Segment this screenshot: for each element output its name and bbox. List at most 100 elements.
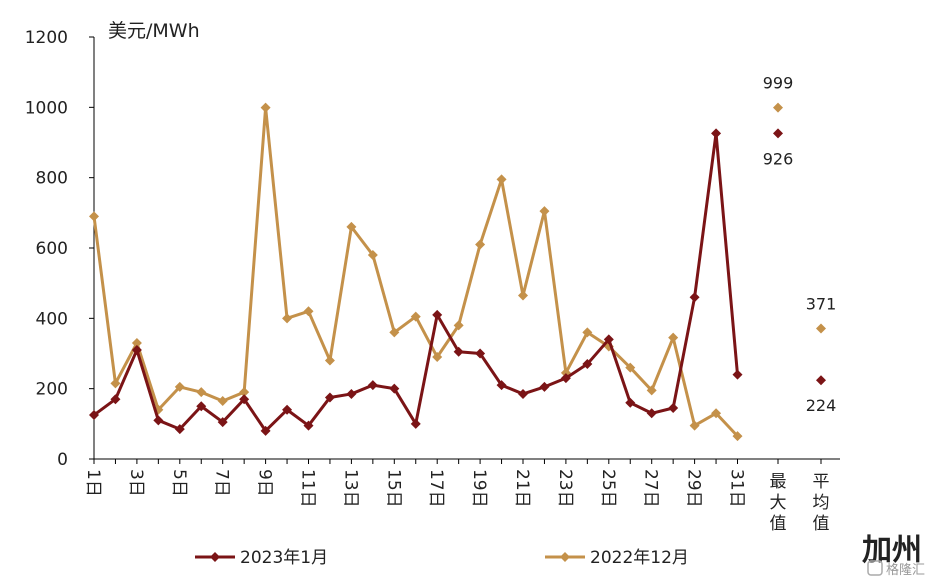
y-tick-label: 0 [57,450,68,470]
data-point-marker [410,311,421,322]
data-point-marker [689,420,700,431]
region-label: 加州 [862,533,922,568]
data-point-marker [732,431,743,442]
data-point-marker [410,418,421,429]
data-point-marker [582,327,593,338]
data-point-marker [603,334,614,345]
x-axis: 1日 3日 5日 7日 9日 11日 13日 15日 17日 19日 21日 23日 25日 27日 29日… [83,458,840,534]
series-line-0 [93,131,739,433]
summary-markers: 926 224 999 371 [763,74,837,416]
data-point-marker [625,362,636,373]
x-tick-label: 最大值 [770,472,787,534]
data-point-marker [131,337,142,348]
data-point-marker [367,380,378,391]
y-axis: 0 200 400 600 800 1000 1200 [25,28,95,470]
max-value-label-1: 999 [763,74,794,93]
watermark-text: 格隆汇 [886,562,925,578]
y-tick-label: 800 [36,169,68,189]
data-point-marker [668,332,679,343]
x-tick-label: 19日 [469,469,489,508]
data-point-marker [475,239,486,250]
data-point-marker [239,387,250,398]
data-point-marker [453,346,464,357]
data-point-marker [539,381,550,392]
x-tick-label: 13日 [340,469,360,508]
data-point-marker [89,211,99,222]
y-tick-label: 600 [36,239,68,259]
data-point-marker [496,174,507,185]
data-point-marker [196,401,207,412]
avg-value-label-0: 224 [806,396,837,415]
data-point-marker [324,355,335,366]
data-point-marker [668,403,679,414]
watermark-logo-icon [867,560,883,576]
data-point-marker [153,415,164,426]
data-point-marker [389,327,400,338]
data-point-marker [303,420,314,431]
data-point-marker [646,408,657,419]
data-point-marker [582,359,593,370]
x-tick-label: 3日 [126,469,146,497]
x-tick-label: 15日 [383,469,403,508]
legend-swatch-marker [210,552,220,562]
y-tick-label: 200 [36,380,68,400]
legend-swatch-marker [560,552,570,562]
data-point-marker [432,352,443,363]
y-tick-label: 400 [36,309,68,329]
data-point-marker [711,128,722,139]
data-point-marker [367,250,378,261]
data-point-marker [282,313,293,324]
x-tick-label: 5日 [169,469,189,497]
data-point-marker [282,404,293,415]
data-point-marker [196,387,207,398]
avg-marker-0 [816,375,826,386]
data-point-marker [625,397,636,408]
data-point-marker [646,385,657,396]
watermark: 格隆汇 [867,560,925,578]
data-point-marker [217,395,228,406]
data-point-marker [260,425,271,436]
legend: 2023年1月 2022年12月 [195,548,689,568]
data-point-marker [346,388,357,399]
x-tick-label: 9日 [255,469,275,497]
data-point-marker [260,102,271,113]
x-tick-label: 27日 [641,469,661,508]
x-tick-label: 29日 [684,469,704,508]
max-marker-1 [773,102,783,113]
data-point-marker [324,392,335,403]
data-point-marker [110,378,121,389]
x-tick-label: 11日 [298,469,318,508]
data-point-marker [732,369,743,380]
data-point-marker [518,388,528,399]
data-point-marker [239,394,250,405]
data-point-marker [453,320,464,331]
data-point-marker [518,290,528,301]
data-point-marker [174,381,185,392]
data-point-marker [689,292,700,303]
x-tick-label: 17日 [426,469,446,508]
data-point-marker [174,424,185,435]
x-tick-label: 23日 [555,469,575,508]
legend-label: 2022年12月 [590,548,689,568]
data-point-marker [711,408,722,419]
y-tick-label: 1200 [25,28,68,48]
data-point-marker [217,417,228,428]
data-point-marker [389,383,400,394]
x-tick-label: 7日 [212,469,232,497]
max-marker-0 [773,128,783,139]
y-tick-label: 1000 [25,98,68,118]
y-axis-unit-label: 美元/MWh [108,20,200,42]
data-point-marker [303,306,314,317]
x-tick-label: 1日 [83,469,103,497]
series-layer [89,102,743,442]
series-line-1 [92,106,739,438]
x-tick-label: 平均值 [813,472,830,534]
data-point-marker [131,344,142,355]
avg-marker-1 [816,323,826,334]
data-point-marker [432,309,443,320]
data-point-marker [475,348,486,359]
data-point-marker [496,380,507,391]
legend-label: 2023年1月 [240,548,328,568]
x-tick-label: 21日 [512,469,532,508]
